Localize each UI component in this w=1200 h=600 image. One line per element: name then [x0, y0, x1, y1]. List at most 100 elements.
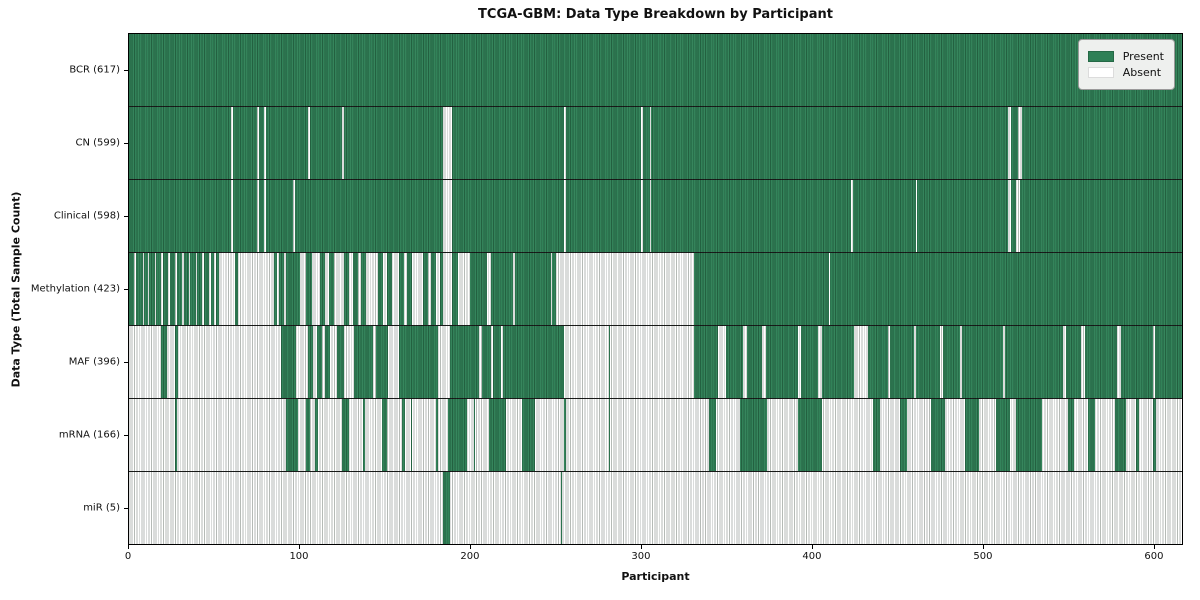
legend-swatch-present: [1087, 51, 1114, 62]
run-present: [436, 398, 438, 472]
run-absent: [403, 252, 408, 326]
run-absent: [443, 106, 452, 180]
run-present: [473, 398, 476, 472]
run-absent: [325, 252, 329, 326]
run-absent: [960, 325, 962, 399]
legend: Present Absent: [1077, 39, 1175, 90]
row-methylation: [129, 252, 1182, 326]
run-absent: [147, 252, 150, 326]
run-absent: [1117, 325, 1121, 399]
run-absent: [478, 325, 483, 399]
run-present: [410, 398, 413, 472]
run-absent: [743, 325, 747, 399]
run-absent: [512, 252, 515, 326]
run-absent: [915, 179, 918, 253]
run-absent: [798, 325, 802, 399]
run-absent: [388, 325, 399, 399]
x-tick-label-0: 0: [124, 551, 132, 562]
run-absent: [178, 325, 281, 399]
row-separator: [129, 179, 1182, 181]
run-present: [402, 398, 406, 472]
run-absent: [1081, 325, 1085, 399]
run-absent: [490, 325, 493, 399]
run-present: [362, 398, 365, 472]
y-tick-mark: [124, 508, 128, 510]
run-present: [709, 398, 717, 472]
row-maf: [129, 325, 1182, 399]
row-mir: [129, 471, 1182, 544]
y-tick-label-mir: miR (5): [83, 502, 120, 514]
run-absent: [142, 252, 145, 326]
run-present: [900, 398, 908, 472]
chart-title: TCGA-GBM: Data Type Breakdown by Partici…: [478, 7, 833, 22]
legend-item-present: Present: [1087, 50, 1164, 63]
run-absent: [828, 252, 831, 326]
y-tick-mark: [124, 215, 128, 217]
run-present: [798, 398, 822, 472]
run-absent: [256, 106, 259, 180]
x-tick-mark: [1153, 545, 1155, 549]
y-tick-mark: [124, 142, 128, 144]
run-absent: [263, 106, 266, 180]
run-absent: [1152, 325, 1155, 399]
row-bcr: [129, 34, 1182, 107]
y-tick-mark: [124, 289, 128, 290]
run-absent: [154, 252, 157, 326]
run-absent: [888, 325, 891, 399]
run-absent: [256, 179, 259, 253]
x-tick-mark: [640, 545, 642, 549]
run-absent: [330, 325, 338, 399]
run-present: [965, 398, 979, 472]
run-absent: [1062, 325, 1066, 399]
x-tick-mark: [982, 545, 984, 549]
run-absent: [284, 252, 286, 326]
run-absent: [383, 252, 387, 326]
row-mrna: [129, 398, 1182, 472]
legend-label-absent: Absent: [1122, 66, 1162, 79]
run-absent: [1007, 106, 1012, 180]
run-present: [560, 471, 563, 544]
run-absent: [168, 252, 170, 326]
row-separator: [129, 470, 1182, 472]
run-absent: [649, 179, 652, 253]
row-clinical: [129, 179, 1182, 253]
run-absent: [373, 325, 377, 399]
run-absent: [219, 252, 235, 326]
run-absent: [436, 252, 440, 326]
run-absent: [333, 252, 345, 326]
y-tick-label-bcr: BCR (617): [69, 64, 120, 76]
run-absent: [188, 252, 191, 326]
run-absent: [850, 179, 853, 253]
run-absent: [366, 252, 379, 326]
y-tick-label-clinical: Clinical (598): [53, 210, 120, 222]
row-separator: [129, 252, 1182, 254]
run-absent: [649, 106, 652, 180]
run-present: [286, 398, 298, 472]
run-absent: [555, 252, 694, 326]
run-absent: [437, 325, 450, 399]
legend-label-present: Present: [1122, 50, 1164, 63]
legend-swatch-absent: [1087, 67, 1114, 78]
run-present: [315, 398, 319, 472]
x-tick-mark: [469, 545, 471, 549]
run-absent: [564, 325, 609, 399]
run-present: [521, 398, 536, 472]
legend-item-absent: Absent: [1087, 66, 1164, 79]
run-absent: [1007, 179, 1012, 253]
y-tick-mark: [124, 69, 128, 71]
run-present: [306, 398, 310, 472]
run-absent: [349, 252, 353, 326]
run-present: [1016, 398, 1043, 472]
x-tick-mark: [811, 545, 813, 549]
run-present: [608, 398, 611, 472]
run-absent: [550, 252, 553, 326]
run-absent: [357, 252, 362, 326]
run-absent: [202, 252, 205, 326]
y-tick-label-mrna: mRNA (166): [58, 429, 120, 441]
run-absent: [501, 325, 503, 399]
y-tick-label-methylation: Methylation (423): [30, 283, 120, 295]
x-tick-label-300: 300: [631, 551, 651, 562]
run-present: [1135, 398, 1140, 472]
run-absent: [311, 252, 321, 326]
